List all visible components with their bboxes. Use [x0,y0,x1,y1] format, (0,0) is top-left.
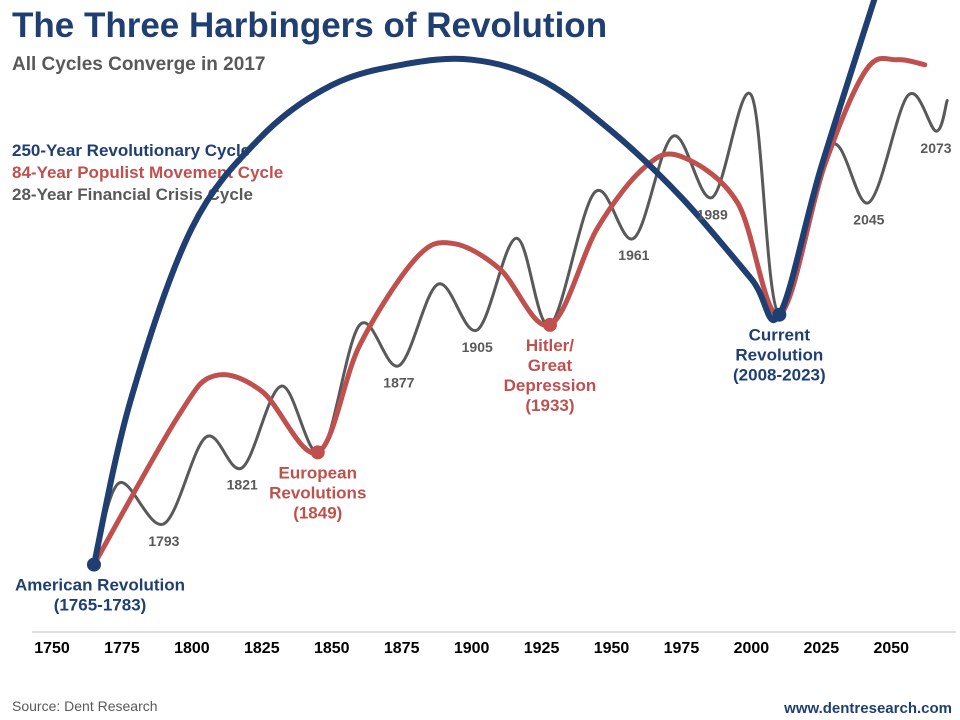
revolutionary-cycle-line [91,0,878,568]
event-marker-0 [86,557,101,572]
label-layer: 1793 1821 1877 1905 1961 1989 2045 2073 American… [15,140,952,614]
legend-entry-populist: 84-Year Populist Movement Cycle [12,163,284,182]
year-label-1821: 1821 [227,477,258,493]
x-tick-1950: 1950 [594,640,630,657]
chart-title: The Three Harbingers of Revolution [12,6,608,45]
event-marker-2 [542,317,557,332]
series-layer [91,0,949,568]
x-tick-1825: 1825 [244,640,280,657]
source-note: Source: Dent Research [12,698,158,714]
chart-subtitle: All Cycles Converge in 2017 [12,54,266,75]
event-annotation-0: American Revolution(1765-1783) [15,576,185,615]
legend-entry-revolutionary: 250-Year Revolutionary Cycle [12,141,251,160]
event-label-line: Current [749,326,811,345]
event-label-line: Great [528,356,573,375]
event-label-line: (1765-1783) [54,596,147,615]
x-tick-2000: 2000 [734,640,770,657]
x-tick-1975: 1975 [664,640,700,657]
event-label-line: Hitler/ [526,336,574,355]
event-marker-3 [772,307,787,322]
year-label-1989: 1989 [697,206,728,222]
event-label-line: American Revolution [15,576,185,595]
x-tick-2050: 2050 [873,640,909,657]
website-link[interactable]: www.dentresearch.com [784,700,952,717]
year-label-2045: 2045 [853,212,884,228]
x-tick-1750: 1750 [34,640,70,657]
event-label-line: European [279,463,357,482]
year-label-1793: 1793 [148,533,179,549]
x-tick-1775: 1775 [104,640,140,657]
populist-cycle-line [91,55,928,568]
legend: 250-Year Revolutionary Cycle 84-Year Pop… [12,140,283,206]
x-tick-1875: 1875 [384,640,420,657]
x-tick-1850: 1850 [314,640,350,657]
event-label-line: Depression [504,376,597,395]
event-label-line: (1933) [525,396,574,415]
event-label-line: (1849) [293,503,342,522]
event-label-line: Revolution [735,346,823,365]
x-axis-ticks: 1750 1775 1800 1825 1850 1875 1900 1925 1950 1975… [34,640,909,657]
year-label-1961: 1961 [618,247,649,263]
year-label-1877: 1877 [383,375,414,391]
event-marker-1 [310,445,325,460]
event-label-line: (2008-2023) [733,366,826,385]
legend-entry-financial: 28-Year Financial Crisis Cycle [12,185,253,204]
event-label-line: Revolutions [269,483,366,502]
marker-layer [86,307,787,572]
x-tick-2025: 2025 [804,640,840,657]
year-label-2073: 2073 [920,140,951,156]
x-tick-1800: 1800 [174,640,210,657]
x-tick-1900: 1900 [454,640,490,657]
year-label-1905: 1905 [462,339,493,355]
x-tick-1925: 1925 [524,640,560,657]
